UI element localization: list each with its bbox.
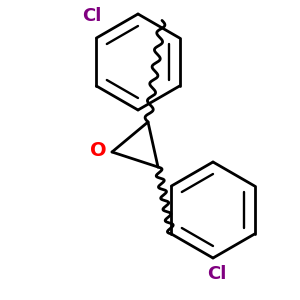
Text: Cl: Cl — [82, 8, 102, 26]
Text: Cl: Cl — [207, 265, 227, 283]
Text: O: O — [90, 140, 106, 160]
